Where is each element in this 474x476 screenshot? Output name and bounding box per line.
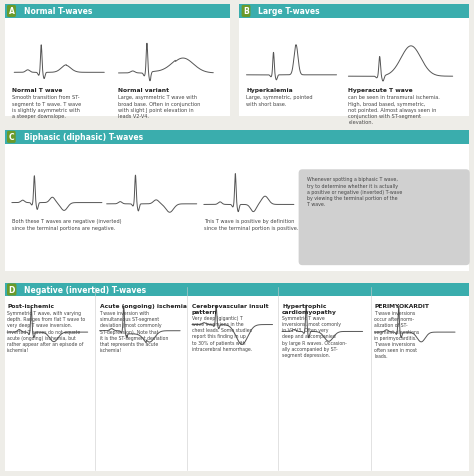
Bar [5,283,469,297]
Text: Biphasic (diphasic) T-waves: Biphasic (diphasic) T-waves [24,133,143,142]
Bar [5,5,230,19]
Text: Large, symmetric, pointed
with short base.: Large, symmetric, pointed with short bas… [246,95,313,106]
Bar [5,131,469,144]
Text: Acute (ongoing) ischemia: Acute (ongoing) ischemia [100,303,186,308]
Text: Post-ischemic: Post-ischemic [7,303,54,308]
Text: D: D [9,286,15,294]
Text: Hypertrophic
cardiomyopathy: Hypertrophic cardiomyopathy [282,303,337,314]
Text: Symmetric T wave, with varying
depth. Ranges from flat T wave to
very deep T wav: Symmetric T wave, with varying depth. Ra… [7,310,85,352]
Text: Hyperacute T wave: Hyperacute T wave [348,88,413,93]
Text: Smooth transition from ST-
segment to T wave. T wave
is slightly asymmetric with: Smooth transition from ST- segment to T … [12,95,81,119]
FancyBboxPatch shape [299,170,470,266]
Text: Large T-waves: Large T-waves [258,8,320,16]
Text: This T wave is positive by definition
since the terminal portion is positive.: This T wave is positive by definition si… [204,219,298,230]
Bar [239,19,469,117]
Text: A: A [9,8,14,16]
Text: PERIMYOKARDIT: PERIMYOKARDIT [374,303,429,308]
Text: Very deep (gigantic) T
wave inversions in the
chest leads. Some studies
report t: Very deep (gigantic) T wave inversions i… [192,315,252,351]
Text: Normal T-waves: Normal T-waves [24,8,92,16]
Text: Large, asymmetric T wave with
broad base. Often in conjunction
with slight J poi: Large, asymmetric T wave with broad base… [118,95,201,119]
Bar [5,297,469,471]
Text: C: C [9,133,14,142]
Text: B: B [243,8,249,16]
Bar [5,19,230,117]
Text: Hyperkalemia: Hyperkalemia [246,88,293,93]
Bar [5,144,469,271]
Text: T wave inversion with
simultaneous ST-segment
deviation (most commonly
ST-depres: T wave inversion with simultaneous ST-se… [100,310,168,352]
Text: Normal T wave: Normal T wave [12,88,62,93]
Text: Symmetric T wave
inversions, most comonly
in V1-V3. Often very
deep and accompan: Symmetric T wave inversions, most comonl… [282,315,347,357]
Text: Both these T waves are negative (inverted)
since the terminal portions are negat: Both these T waves are negative (inverte… [12,219,121,230]
Text: Normal variant: Normal variant [118,88,170,93]
Text: Cerebrovascular insult
pattern: Cerebrovascular insult pattern [192,303,269,314]
Text: Whenever spotting a biphasic T wave,
try to determine whether it is actually
a p: Whenever spotting a biphasic T wave, try… [307,177,402,207]
Bar [239,5,469,19]
Text: T wave inversions
occur after norm-
alization of ST-
segment elevations
in perim: T wave inversions occur after norm- aliz… [374,310,419,358]
Text: Negative (inverted) T-waves: Negative (inverted) T-waves [24,286,146,294]
Text: can be seen in transmural ischemia.
High, broad based, symmetric,
not pointed. A: can be seen in transmural ischemia. High… [348,95,440,125]
